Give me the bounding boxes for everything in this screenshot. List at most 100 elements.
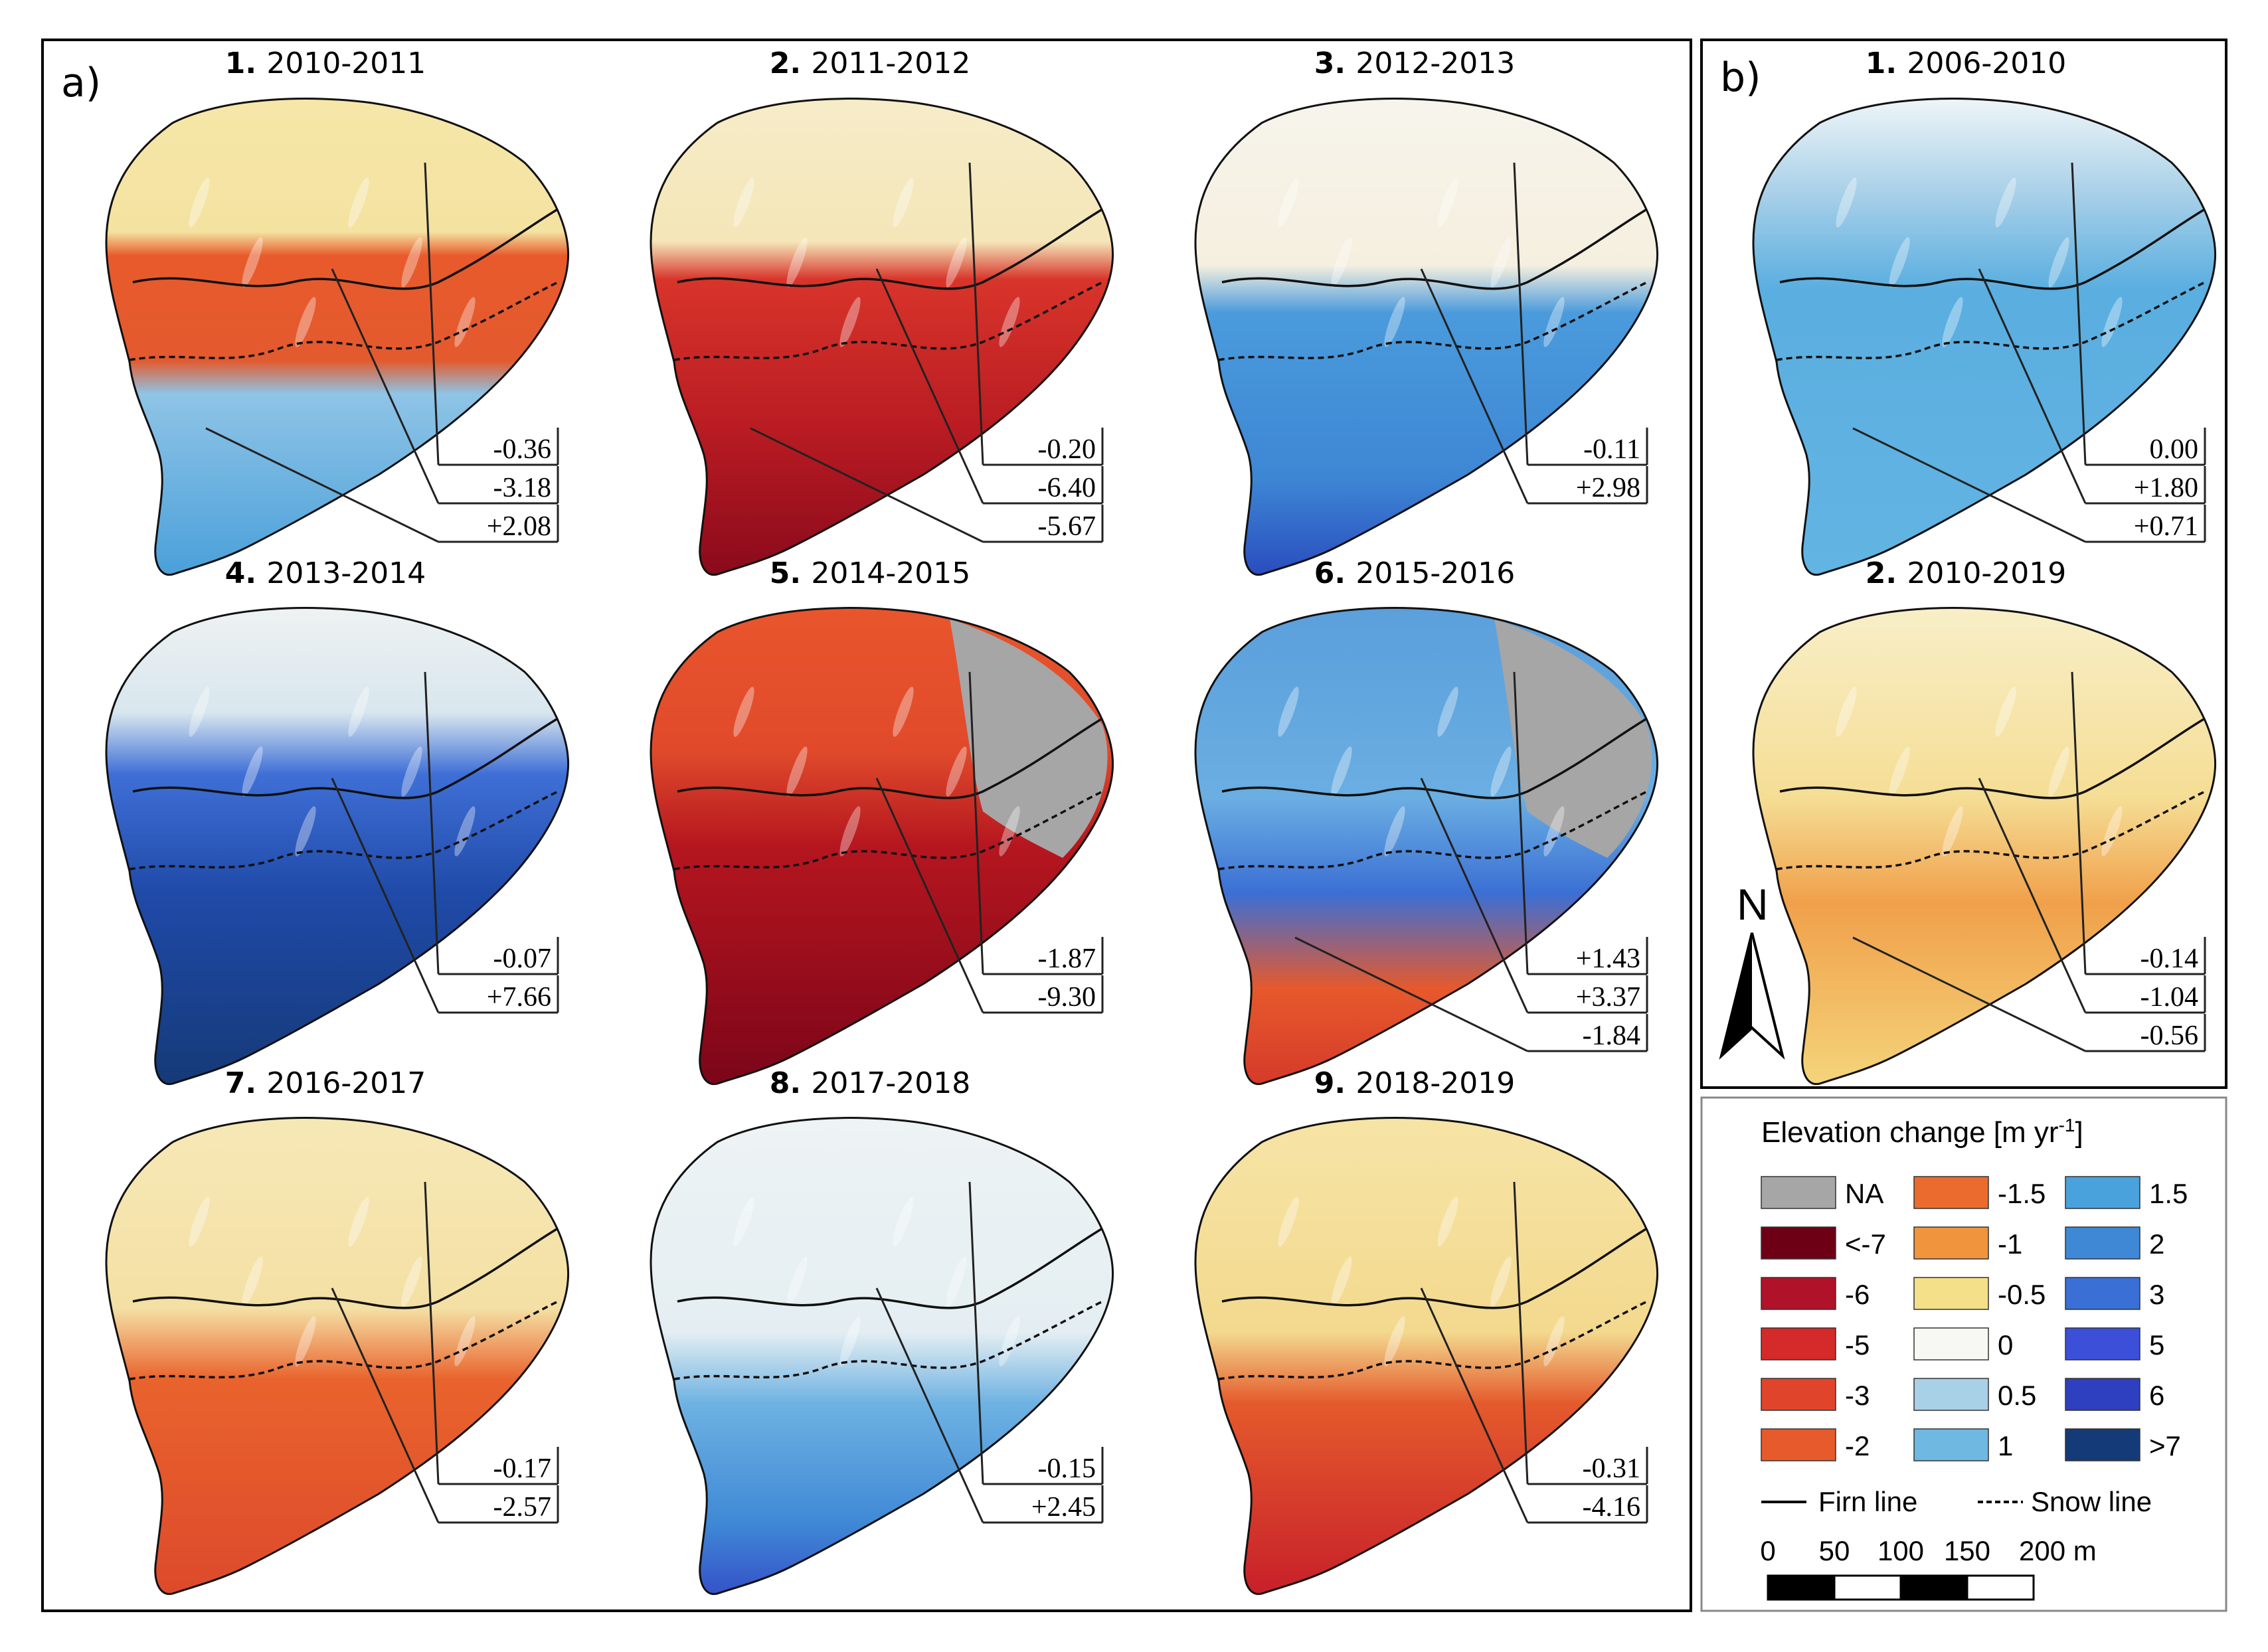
snow-line: [1766, 790, 2206, 872]
legend-swatch-label: >7: [2149, 1430, 2181, 1461]
map-value: 0.00: [2150, 434, 2199, 465]
firn-line: [132, 208, 559, 290]
map-value: -0.31: [1583, 1453, 1641, 1484]
map-number: 1.: [1866, 46, 1907, 80]
panel-a-label: a): [61, 60, 101, 106]
callout-leader: [1978, 778, 2087, 1013]
callout-leader: [1513, 1181, 1529, 1485]
map-value: -1.87: [1038, 944, 1096, 974]
firn-line: [1221, 208, 1648, 290]
map-period: 2010-2019: [1907, 556, 2066, 590]
panel-a-map-title: 7. 2016-2017: [225, 1066, 426, 1100]
callout-leader: [331, 1287, 440, 1523]
callout-leader: [968, 162, 984, 465]
map-value: +2.45: [1031, 1492, 1096, 1523]
glacier-map: [105, 98, 570, 576]
north-arrow-fill-icon: [1721, 933, 1752, 1056]
glacier-map: [1752, 98, 2217, 576]
glacier-texture: [119, 687, 559, 872]
callout-leader: [2071, 671, 2087, 975]
map-value: -0.17: [493, 1453, 552, 1484]
na-region: [950, 619, 1108, 858]
map-value: -2.57: [493, 1492, 552, 1523]
callout-leader: [2071, 162, 2087, 465]
callout-leader: [205, 427, 439, 543]
glacier-texture: [1208, 1197, 1648, 1382]
panel-a-map-title: 5. 2014-2015: [770, 556, 971, 590]
map-period: 2011-2012: [811, 46, 970, 80]
panel-a-map-title: 3. 2012-2013: [1314, 46, 1516, 80]
snow-line: [119, 790, 559, 872]
glacier-texture: [1208, 619, 1652, 872]
panel-a-map-title: 4. 2013-2014: [225, 556, 426, 590]
map-value: -4.16: [1583, 1492, 1641, 1523]
firn-line: [677, 208, 1103, 290]
glacier-map: [105, 607, 570, 1086]
callout-leader: [875, 1287, 984, 1523]
legend: Elevation change [m yr-1] NA<-7-6-5-3-2-…: [1760, 1115, 2188, 1601]
glacier-map: [1194, 607, 1659, 1086]
legend-swatch-label: 2: [2149, 1228, 2164, 1260]
panel-a-map-5: 5. 2014-2015 -1.87 -9.30: [650, 556, 1114, 1086]
panel-a-map-3: 3. 2012-2013 -0.11 +2.98: [1194, 46, 1659, 576]
map-value: +1.80: [2134, 473, 2198, 503]
legend-swatch: [2065, 1428, 2140, 1461]
legend-swatch: [1761, 1226, 1836, 1260]
snow-line-label: Snow line: [2031, 1486, 2152, 1517]
map-value: -0.20: [1038, 434, 1096, 465]
map-period: 2017-2018: [811, 1066, 970, 1100]
glacier-map: [1752, 607, 2217, 1086]
callout-leader: [875, 268, 984, 504]
legend-swatch: [1913, 1277, 1989, 1310]
glacier-map: [650, 607, 1114, 1086]
panel-a-map-2: 2. 2011-2012 -0.20 -6.40 -5.67: [650, 46, 1114, 576]
firn-line: [1221, 1227, 1648, 1309]
legend-swatch: [1913, 1428, 1989, 1461]
callout-leader: [1294, 936, 1528, 1052]
panel-a-map-6: 6. 2015-2016 +1.43 +3.37 -1.84: [1194, 556, 1659, 1086]
panel-b-map-1: 1. 2006-2010 0.00 +1.80 +0.71: [1752, 46, 2217, 576]
map-value: -6.40: [1038, 473, 1096, 503]
callout-leader: [1420, 778, 1529, 1013]
panel-b-map-2: 2. 2010-2019 -0.14 -1.04 -0.56: [1752, 556, 2217, 1086]
legend-swatch-label: 1.5: [2149, 1178, 2188, 1209]
callout-leader: [1978, 268, 2087, 504]
firn-line-label: Firn line: [1818, 1486, 1917, 1517]
map-number: 5.: [770, 556, 812, 590]
legend-swatch: [2065, 1327, 2140, 1361]
snow-line: [1208, 790, 1648, 872]
legend-swatch: [1913, 1176, 1989, 1209]
map-period: 2014-2015: [811, 556, 970, 590]
north-arrow: N: [1719, 880, 1785, 1060]
scale-tick-label: 0: [1760, 1535, 1775, 1566]
map-number: 6.: [1314, 556, 1356, 590]
map-period: 2010-2011: [266, 46, 426, 80]
legend-swatch: [1913, 1327, 1989, 1361]
firn-line: [1779, 208, 2206, 290]
callout-leader: [968, 1181, 984, 1485]
map-value: +7.66: [487, 982, 551, 1013]
glacier-map: [1194, 1117, 1659, 1596]
scale-bar: [1767, 1574, 2035, 1601]
glacier-map: [1194, 98, 1659, 576]
map-number: 9.: [1314, 1066, 1356, 1100]
map-period: 2013-2014: [266, 556, 426, 590]
panel-b-map-title: 1. 2006-2010: [1866, 46, 2067, 80]
map-number: 2.: [770, 46, 812, 80]
legend-swatches: NA <-7 -6 -5 -3 -2 -1.5 -1 -0.5 0 0.5 1 1.5 2 3 5 6 >7: [1761, 1176, 2188, 1461]
callout-leader: [875, 778, 984, 1013]
scale-tick-label: 100: [1877, 1535, 1924, 1566]
panel-b-frame: [1700, 39, 2227, 1089]
snow-line: [1208, 1300, 1648, 1382]
legend-swatch-label: 0: [1998, 1329, 2013, 1361]
panel-b-map-title: 2. 2010-2019: [1866, 556, 2067, 590]
callout-leader: [331, 268, 440, 504]
legend-swatch: [1913, 1226, 1989, 1260]
firn-line: [677, 1227, 1103, 1309]
map-number: 2.: [1866, 556, 1907, 590]
legend-swatch: [1761, 1277, 1836, 1310]
panel-a-frame: [41, 39, 1692, 1612]
legend-swatch-label: -1: [1998, 1228, 2022, 1260]
snow-line: [663, 1300, 1103, 1382]
legend-swatch-label: -3: [1845, 1380, 1870, 1411]
